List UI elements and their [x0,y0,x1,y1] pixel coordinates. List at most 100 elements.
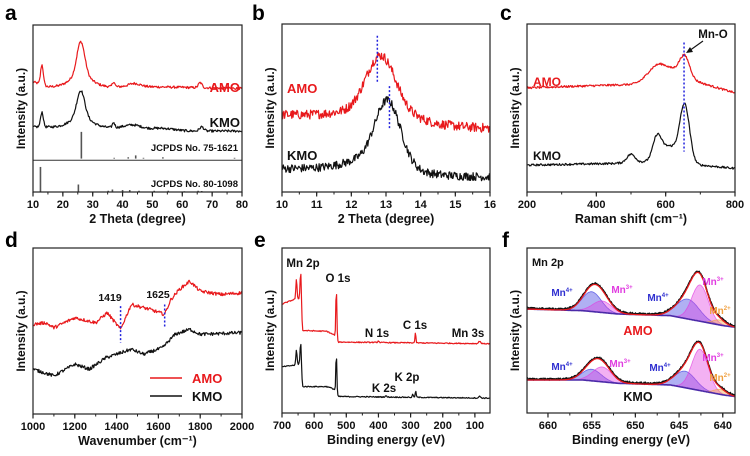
annotation-text: JCPDS No. 75-1621 [151,143,239,154]
annotation-text: Mn [551,362,565,373]
panel-a: a 10 20 30 40 50 60 70 80 2 Theta (degree) Intensi… [5,2,248,226]
y-axis-label: Intensity (a.u.) [14,68,28,149]
annotation-text: Mn [709,373,723,384]
panel-f: f 660 655 650 645 640 Binding energy (eV) Inten… [502,229,736,447]
x-tick-label: 800 [726,199,744,211]
x-tick-label: 40 [116,199,128,211]
panel-d: d 1000 1200 1400 1600 1800 2000 Wavenumber (cm⁻… [5,229,254,448]
annotation-text: Mn-O [698,29,727,41]
annotation: AMO [287,81,317,96]
annotation-text: 1419 [98,292,122,304]
x-tick-label: 100 [466,420,484,432]
annotation: K 2p [395,372,420,384]
plot-area [282,52,490,182]
annotation-superscript: 2+ [724,373,731,379]
annotation: Mn 2p [286,258,319,270]
plot-frame [32,24,243,193]
x-tick-label: 1400 [104,421,128,433]
x-tick-label: 1600 [146,421,170,433]
panel-letter: a [5,2,17,25]
x-tick-label: 1200 [63,421,87,433]
legend-label: AMO [192,371,222,386]
annotation: Mn3+ [702,277,724,288]
x-tick-label: 1800 [188,421,212,433]
annotation-text: Mn 3s [452,328,485,340]
annotation: C 1s [403,320,427,332]
annotation-text: C 1s [403,320,427,332]
annotation-text: Mn [649,363,663,374]
x-tick-label: 200 [518,199,536,211]
annotation: 1625 [146,289,170,301]
annotation-text: AMO [287,81,317,96]
panel-c: c 200 400 600 800 Raman shift (cm⁻¹) Intensity… [500,2,744,226]
annotation: O 1s [326,273,351,285]
annotation-text: KMO [287,148,317,163]
x-tick-label: 11 [311,199,323,211]
x-axis-label: Raman shift (cm⁻¹) [575,212,687,226]
annotation-text: Mn 2p [532,257,564,269]
annotation: AMO [210,80,240,95]
annotation: Mn 2p [532,257,564,269]
annotation: Mn2+ [709,306,731,317]
annotation-text: Mn [609,359,623,370]
y-axis-label: Intensity (a.u.) [508,290,522,371]
annotation-text: JCPDS No. 80-1098 [151,179,238,190]
series-line-amo [33,279,242,330]
series-line-kmo [33,327,242,377]
x-axis-label: Binding energy (eV) [572,433,690,447]
annotation: Mn4+ [551,362,573,373]
annotation-text: AMO [210,80,240,95]
plot-area [527,270,735,398]
annotation: JCPDS No. 75-1621 [151,143,239,154]
x-tick-label: 600 [305,420,323,432]
fit-envelope-kmo [527,341,735,397]
annotation-text: Mn 2p [286,258,319,270]
panel-letter: b [252,2,265,25]
panel-letter: c [500,2,512,25]
annotation: Mn4+ [551,288,573,299]
annotation-superscript: 4+ [566,362,573,368]
x-tick-label: 13 [380,199,392,211]
annotation-text: K 2p [395,372,420,384]
x-tick-label: 660 [539,420,557,432]
x-tick-label: 2000 [230,421,254,433]
annotation: Mn2+ [709,373,731,384]
panel-letter: d [5,229,18,252]
x-tick-label: 200 [434,420,452,432]
x-tick-label: 10 [276,199,288,211]
panel-letter: e [254,229,266,252]
annotation: KMO [210,115,240,130]
annotation-text: N 1s [365,328,389,340]
x-tick-label: 600 [656,199,674,211]
annotation: Mn 3s [452,328,485,340]
annotation-text: Mn [647,293,661,304]
annotation: KMO [287,148,317,163]
fit-envelope-amo [527,271,735,328]
x-tick-label: 300 [401,420,419,432]
y-axis-label: Intensity (a.u.) [508,67,522,148]
panel-b: b 10 11 12 13 14 15 16 2 Theta (degree) Intensity… [252,2,496,226]
x-tick-label: 700 [273,420,291,432]
annotation-text: AMO [623,324,652,338]
x-axis-label: Binding energy (eV) [327,433,445,447]
x-axis-label: Wavenumber (cm⁻¹) [78,434,197,448]
mn-o-arrow-icon [686,40,704,53]
annotation-superscript: 4+ [566,288,573,294]
x-tick-label: 655 [582,420,600,432]
annotation-superscript: 3+ [717,277,724,283]
plot-frame [526,23,736,193]
x-tick-label: 70 [206,199,218,211]
x-tick-label: 80 [236,199,248,211]
annotation-text: Mn [709,306,723,317]
plot-area [33,279,242,377]
x-tick-label: 1000 [21,421,45,433]
x-tick-label: 20 [57,199,69,211]
annotation-superscript: 3+ [717,353,724,359]
x-tick-label: 645 [670,420,688,432]
plot-frame [281,247,491,414]
series-line-amo [282,273,490,345]
annotation-text: KMO [623,390,652,404]
annotation: Mn3+ [609,359,631,370]
annotation-text: Mn [702,353,716,364]
